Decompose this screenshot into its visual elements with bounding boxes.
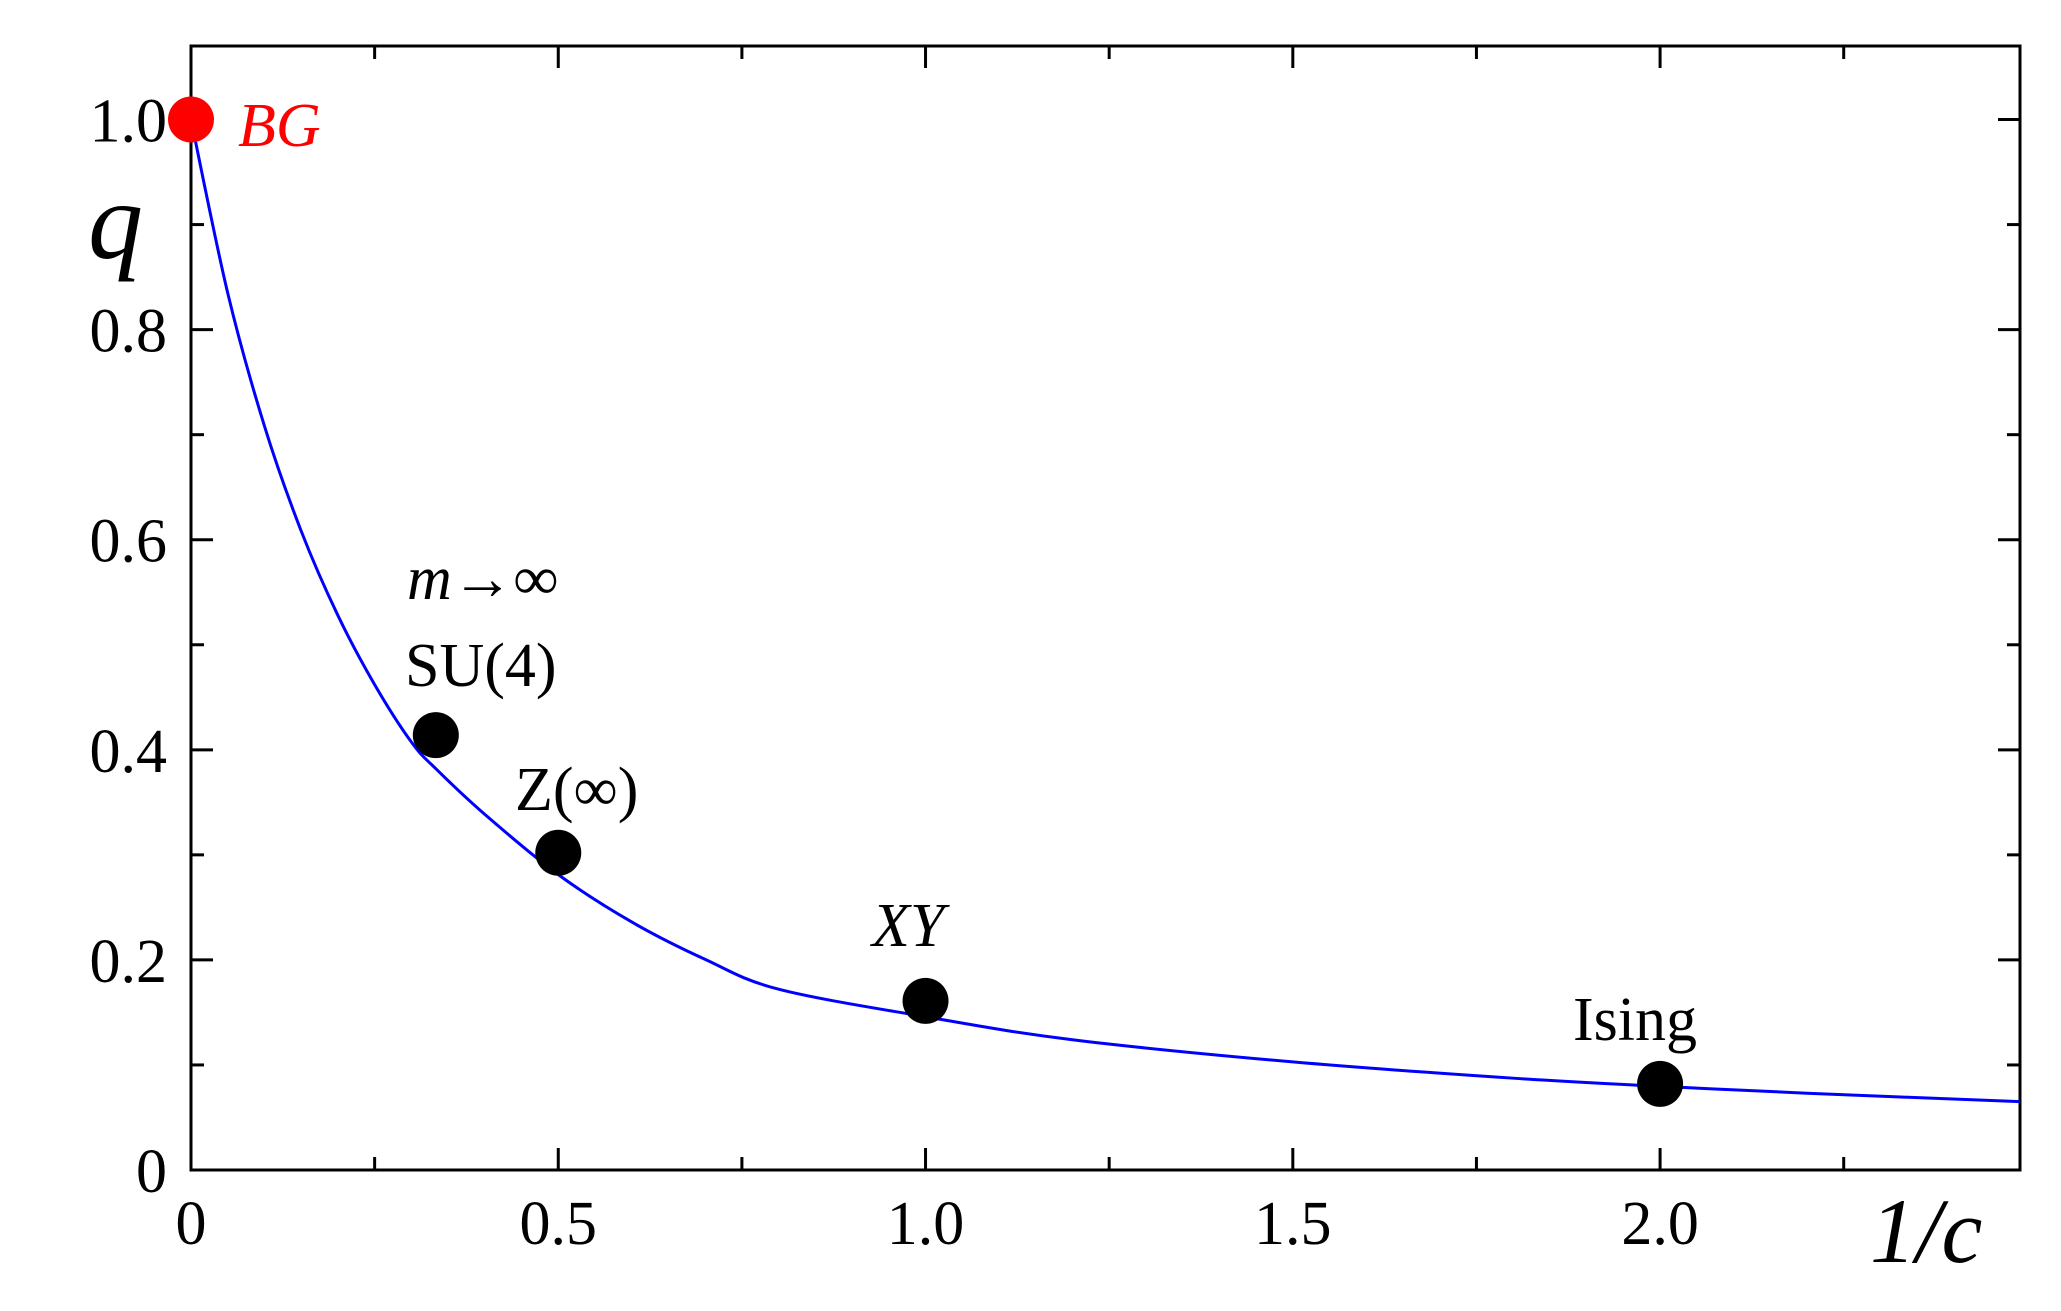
y-tick-label: 1.0 — [90, 88, 168, 156]
y-tick-label: 0.2 — [90, 928, 168, 996]
data-point-1 — [412, 712, 459, 759]
annotation-xy: XY — [869, 892, 950, 960]
annotation-su4-top: m→∞ — [407, 545, 558, 613]
data-point-3 — [902, 977, 949, 1024]
y-tick-label: 0 — [136, 1138, 167, 1206]
annotation-bg: BG — [238, 92, 321, 160]
x-tick-label: 0 — [176, 1190, 207, 1258]
y-axis-label: q — [88, 160, 143, 282]
data-point-4 — [1637, 1060, 1684, 1107]
plot-frame — [189, 44, 2022, 1172]
axis-ticks — [189, 46, 2020, 1172]
axis-tick-labels: 0 0.5 1.0 1.5 2.0 0 0.2 0.4 0.6 0.8 1.0 — [90, 88, 1699, 1258]
x-tick-label: 2.0 — [1621, 1190, 1699, 1258]
x-tick-label: 1.5 — [1254, 1190, 1332, 1258]
y-tick-label: 0.8 — [90, 298, 168, 366]
x-axis-label: 1/c — [1870, 1180, 1982, 1282]
annotation-ising: Ising — [1573, 986, 1697, 1054]
point-annotations: BG m→∞ SU(4) Z(∞) XY Ising — [238, 92, 1697, 1054]
series-line — [189, 119, 2021, 1104]
data-points — [168, 96, 1684, 1107]
x-tick-label: 0.5 — [520, 1190, 598, 1258]
annotation-su4: SU(4) — [405, 632, 557, 700]
annotation-z-inf: Z(∞) — [515, 756, 638, 824]
y-tick-label: 0.6 — [90, 508, 168, 576]
data-point-0 — [168, 96, 214, 143]
x-tick-label: 1.0 — [887, 1190, 965, 1258]
data-point-2 — [535, 829, 582, 876]
y-tick-label: 0.4 — [90, 718, 168, 786]
